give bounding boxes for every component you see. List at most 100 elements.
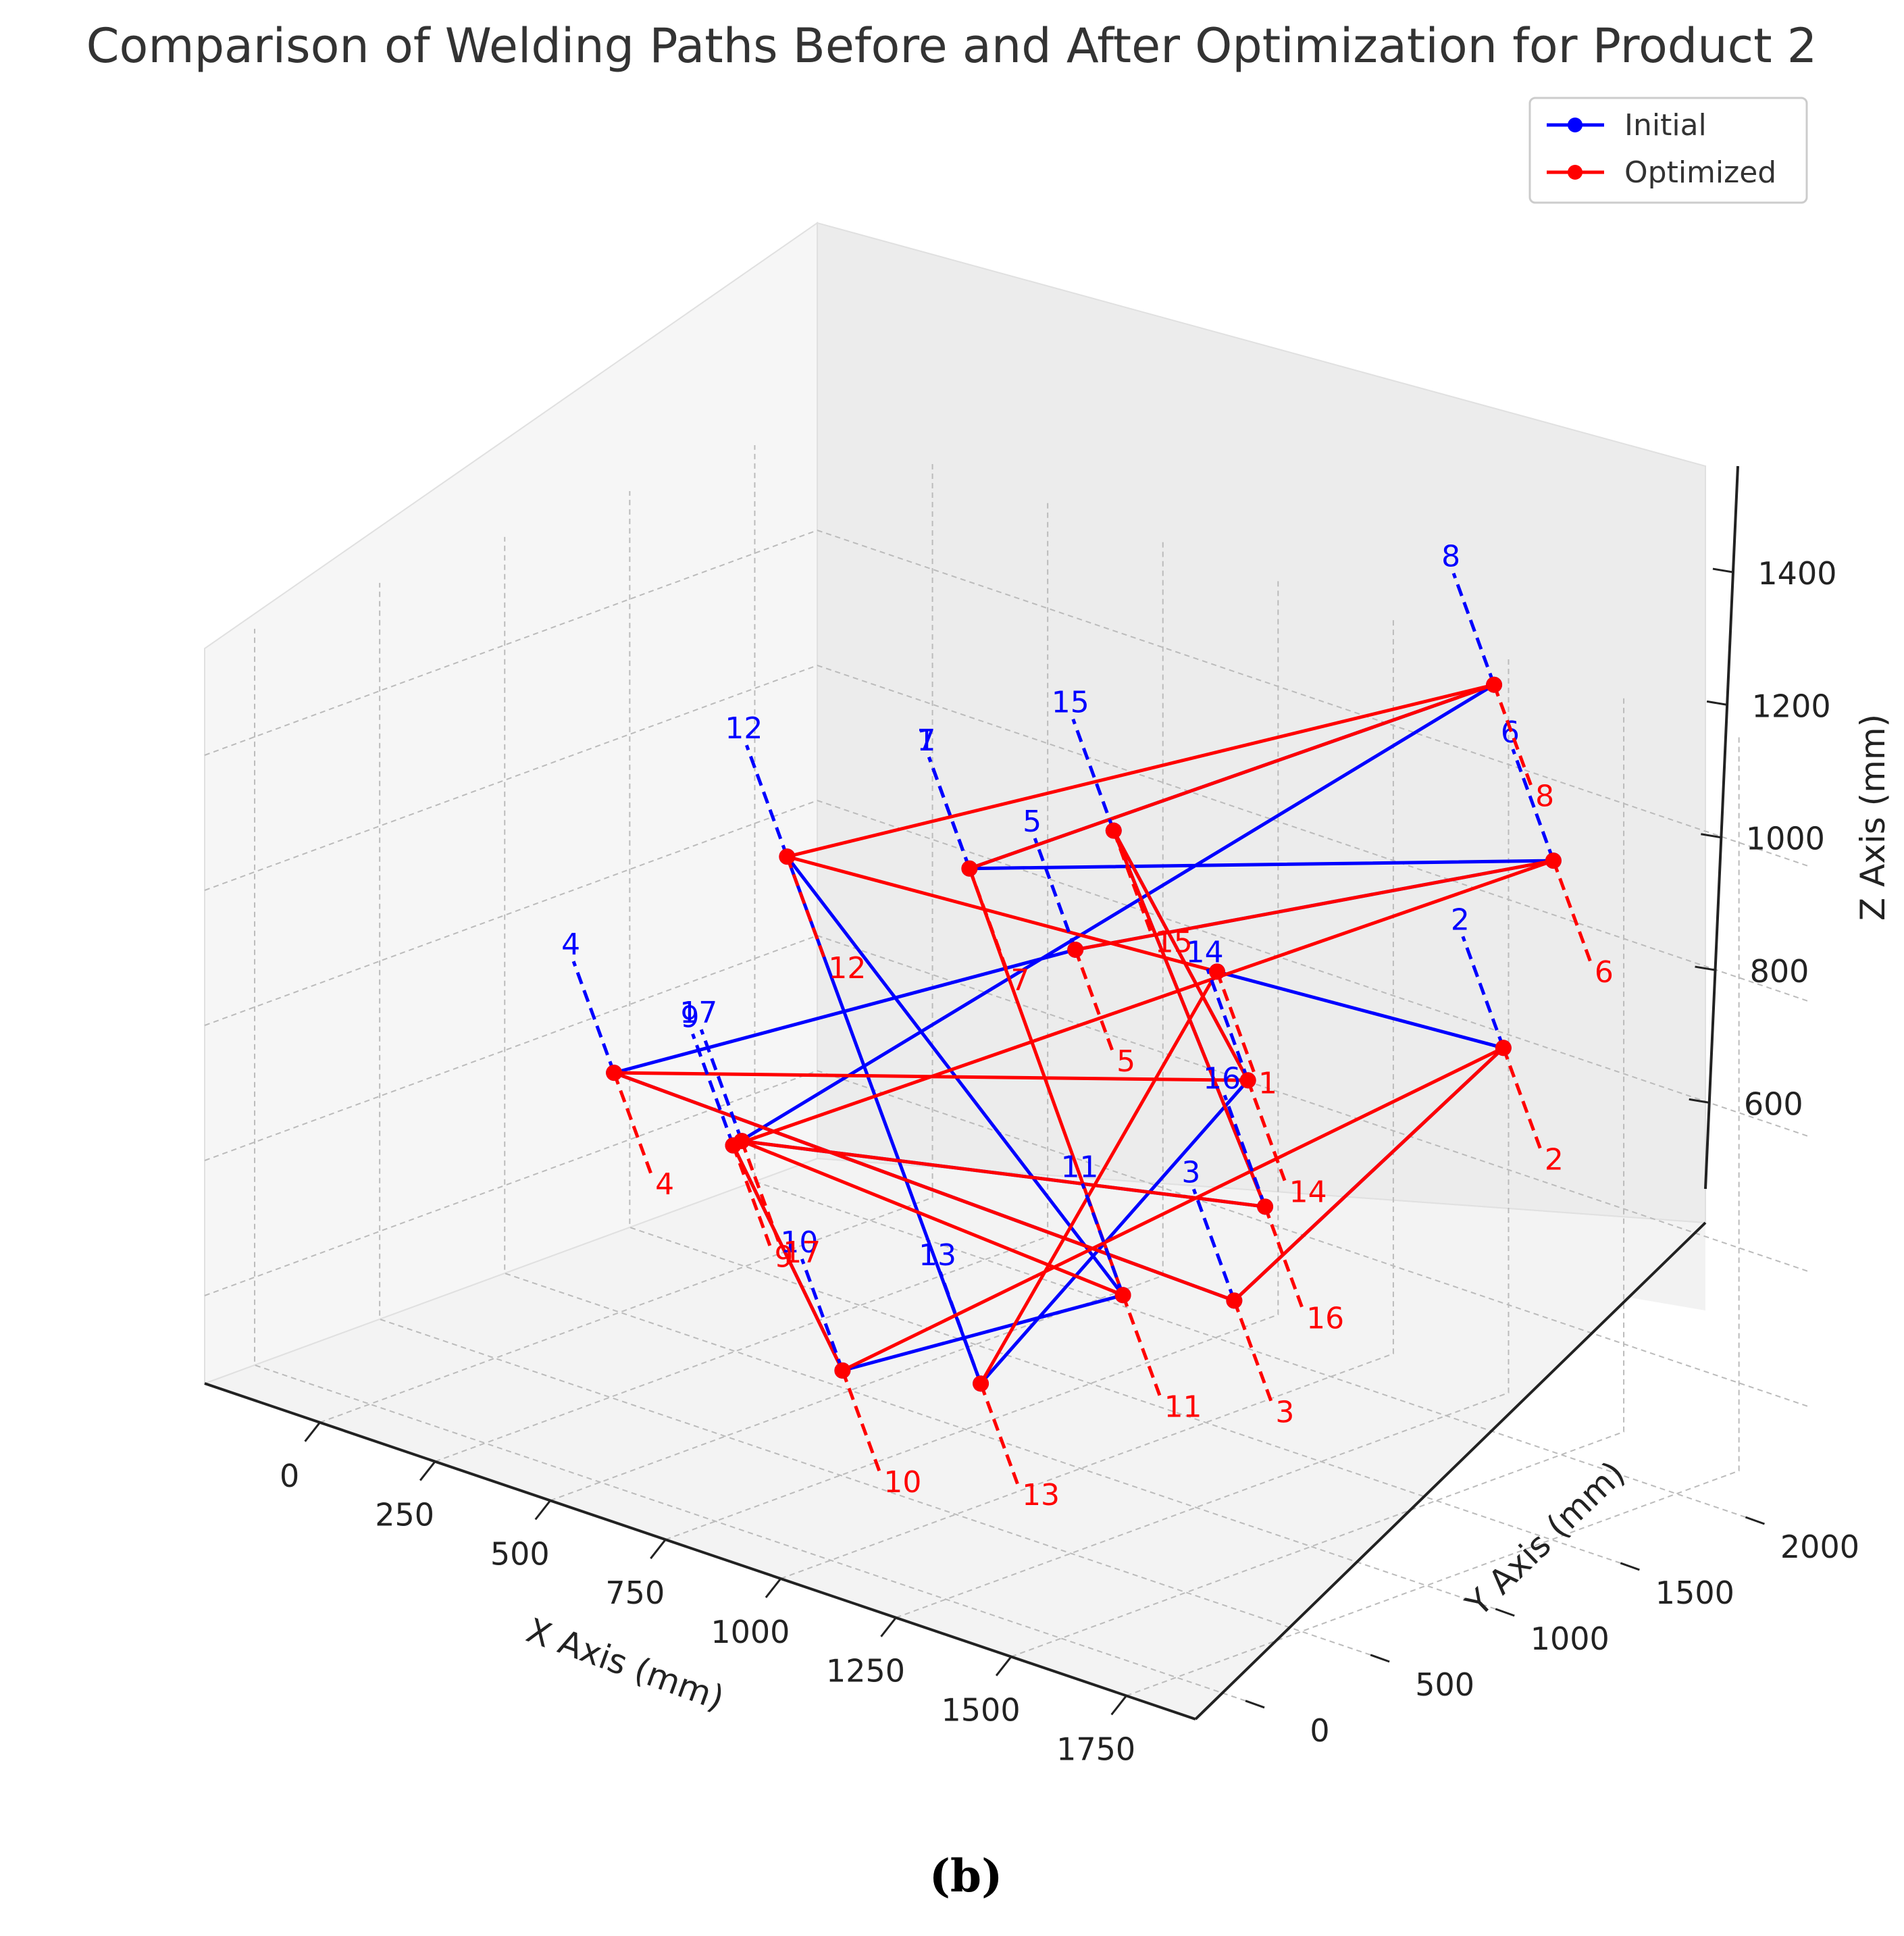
x-tick-mark xyxy=(304,1421,321,1442)
grid-line-z xyxy=(204,664,1809,1002)
optimized-point-17-label: 17 xyxy=(783,1236,821,1270)
optimized-point-12-label: 12 xyxy=(828,951,866,986)
initial-point-12-label: 12 xyxy=(725,711,763,746)
optimized-point-4-label: 4 xyxy=(655,1167,674,1202)
initial-point-15-label: 15 xyxy=(1052,686,1089,720)
z-tick-label: 600 xyxy=(1744,1086,1803,1122)
axes-box xyxy=(202,222,1809,1721)
initial-point-4-label: 4 xyxy=(561,927,580,962)
grid-line-x xyxy=(780,617,1394,1579)
y-tick-mark xyxy=(1745,1516,1765,1525)
z-tick-mark xyxy=(1712,567,1734,574)
z-tick-label: 800 xyxy=(1750,953,1809,990)
optimized-point-1-label: 1 xyxy=(1258,1066,1277,1100)
x-tick-label: 750 xyxy=(605,1575,665,1611)
optimized-point-3-label: 3 xyxy=(1275,1395,1294,1429)
y-tick-label: 1000 xyxy=(1530,1621,1610,1657)
marker-optimized xyxy=(779,848,796,865)
z-tick-mark xyxy=(1695,965,1716,971)
optimized-point-9-label: 9 xyxy=(775,1240,794,1275)
initial-point-17-leader xyxy=(699,1029,744,1142)
figure-caption: (b) xyxy=(929,1850,1003,1902)
x-axis-label: X Axis (mm) xyxy=(521,1610,729,1718)
initial-point-7-leader xyxy=(927,756,971,869)
x-axis-spine xyxy=(204,1382,1196,1721)
legend-initial-label: Initial xyxy=(1624,108,1707,143)
marker-optimized xyxy=(1067,941,1084,958)
z-tick-mark xyxy=(1689,1098,1709,1104)
series-layer: 1234567891011121314151617123456789101112… xyxy=(561,540,1614,1513)
y-tick-label: 2000 xyxy=(1780,1529,1859,1565)
optimized-point-2-label: 2 xyxy=(1545,1142,1564,1177)
initial-point-17-label: 17 xyxy=(679,996,717,1030)
grid-line-y xyxy=(379,582,1371,1656)
z-tick-mark xyxy=(1706,700,1728,706)
grid-line-x xyxy=(1010,695,1625,1658)
grid-line-y xyxy=(504,536,1496,1610)
marker-optimized xyxy=(834,1362,851,1379)
initial-point-7-label: 7 xyxy=(917,723,935,758)
initial-point-1-label: 1 xyxy=(917,723,935,758)
initial-point-15-leader xyxy=(1071,718,1116,832)
legend-optimized-marker xyxy=(1568,165,1583,180)
initial-point-6-leader xyxy=(1511,748,1555,861)
x-tick-mark xyxy=(419,1460,436,1481)
legend-optimized-label: Optimized xyxy=(1624,155,1776,190)
x-tick-mark xyxy=(534,1500,551,1521)
optimized-point-15-label: 15 xyxy=(1155,925,1193,960)
chart-title: Comparison of Welding Paths Before and A… xyxy=(86,18,1818,74)
initial-point-3-label: 3 xyxy=(1181,1155,1200,1190)
x-tick-label: 250 xyxy=(375,1497,434,1533)
optimized-point-13-label: 13 xyxy=(1022,1478,1060,1512)
marker-optimized xyxy=(1114,1287,1131,1304)
z-axis-spine xyxy=(1704,465,1739,1190)
grid-line-x xyxy=(434,500,1049,1462)
marker-optimized xyxy=(1226,1292,1243,1309)
z-tick-label: 1400 xyxy=(1757,555,1836,592)
grid-line-x xyxy=(665,578,1279,1541)
initial-point-3-leader xyxy=(1191,1188,1236,1302)
initial-point-4-leader xyxy=(571,961,616,1073)
initial-point-13-label: 13 xyxy=(919,1238,956,1273)
y-tick-label: 1500 xyxy=(1655,1575,1734,1611)
legend-initial-marker xyxy=(1568,118,1583,132)
optimized-point-14-label: 14 xyxy=(1289,1175,1327,1209)
grid-line-z xyxy=(204,799,1809,1137)
grid-line-z xyxy=(204,529,1809,867)
optimized-point-10-label: 10 xyxy=(883,1465,921,1500)
x-tick-mark xyxy=(1110,1695,1127,1716)
y-ticks: 0 500 1000 1500 2000 xyxy=(1245,1516,1859,1749)
back-wall-pane xyxy=(817,222,1706,1224)
y-tick-mark xyxy=(1245,1700,1265,1709)
initial-point-8-label: 8 xyxy=(1441,540,1460,574)
initial-point-16-leader xyxy=(1223,1094,1267,1208)
grid-line-y xyxy=(629,490,1621,1564)
grid-line-x xyxy=(1126,734,1740,1697)
initial-point-2-label: 2 xyxy=(1451,902,1470,937)
marker-optimized xyxy=(1495,1040,1512,1056)
x-ticks: 0 250 500 750 1000 1250 1500 1750 xyxy=(280,1421,1135,1767)
x-tick-label: 1750 xyxy=(1056,1731,1135,1767)
y-tick-mark xyxy=(1620,1562,1640,1571)
marker-optimized xyxy=(1239,1072,1256,1089)
x-tick-label: 1000 xyxy=(711,1614,790,1650)
marker-optimized xyxy=(1486,676,1503,693)
marker-optimized xyxy=(1105,822,1122,839)
initial-point-14-leader xyxy=(1206,968,1250,1081)
initial-point-5-label: 5 xyxy=(1023,805,1041,839)
initial-point-9-leader xyxy=(691,1033,735,1146)
y-axis-spine xyxy=(1194,1221,1707,1721)
x-tick-label: 1250 xyxy=(826,1653,905,1689)
grid-line-x xyxy=(319,461,933,1423)
initial-point-5-leader xyxy=(1033,838,1077,950)
optimized-point-6-label: 6 xyxy=(1595,955,1614,990)
y-tick-mark xyxy=(1495,1608,1515,1617)
marker-optimized xyxy=(961,860,978,877)
marker-optimized xyxy=(1257,1198,1274,1215)
x-tick-mark xyxy=(650,1539,667,1560)
optimized-point-11-label: 11 xyxy=(1164,1390,1202,1424)
optimized-point-8-label: 8 xyxy=(1535,780,1554,814)
x-tick-mark xyxy=(880,1616,897,1637)
marker-optimized xyxy=(606,1065,623,1081)
